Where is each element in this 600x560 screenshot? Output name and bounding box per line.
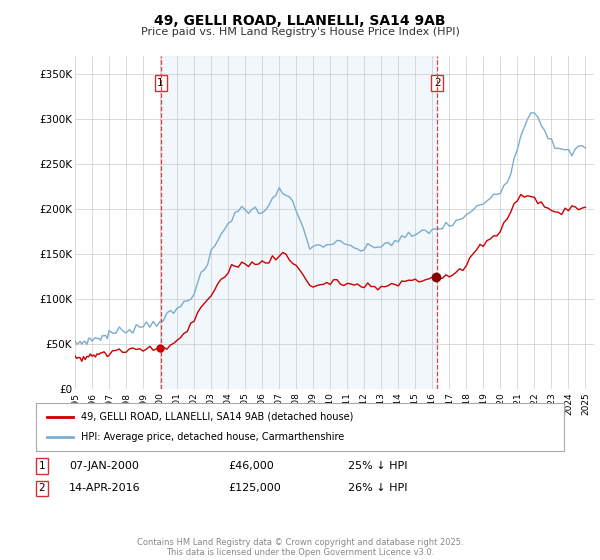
Text: 49, GELLI ROAD, LLANELLI, SA14 9AB (detached house): 49, GELLI ROAD, LLANELLI, SA14 9AB (deta… xyxy=(81,412,353,422)
Text: HPI: Average price, detached house, Carmarthenshire: HPI: Average price, detached house, Carm… xyxy=(81,432,344,442)
Text: 2: 2 xyxy=(38,483,46,493)
Text: 14-APR-2016: 14-APR-2016 xyxy=(69,483,140,493)
Text: £46,000: £46,000 xyxy=(228,461,274,471)
Text: £125,000: £125,000 xyxy=(228,483,281,493)
Bar xyxy=(161,56,437,389)
Text: 26% ↓ HPI: 26% ↓ HPI xyxy=(348,483,407,493)
Text: Price paid vs. HM Land Registry's House Price Index (HPI): Price paid vs. HM Land Registry's House … xyxy=(140,27,460,37)
Text: 1: 1 xyxy=(157,78,164,88)
Text: 25% ↓ HPI: 25% ↓ HPI xyxy=(348,461,407,471)
Text: 1: 1 xyxy=(38,461,46,471)
Text: Contains HM Land Registry data © Crown copyright and database right 2025.
This d: Contains HM Land Registry data © Crown c… xyxy=(137,538,463,557)
Text: 07-JAN-2000: 07-JAN-2000 xyxy=(69,461,139,471)
Text: 49, GELLI ROAD, LLANELLI, SA14 9AB: 49, GELLI ROAD, LLANELLI, SA14 9AB xyxy=(154,14,446,28)
Text: 2: 2 xyxy=(434,78,440,88)
